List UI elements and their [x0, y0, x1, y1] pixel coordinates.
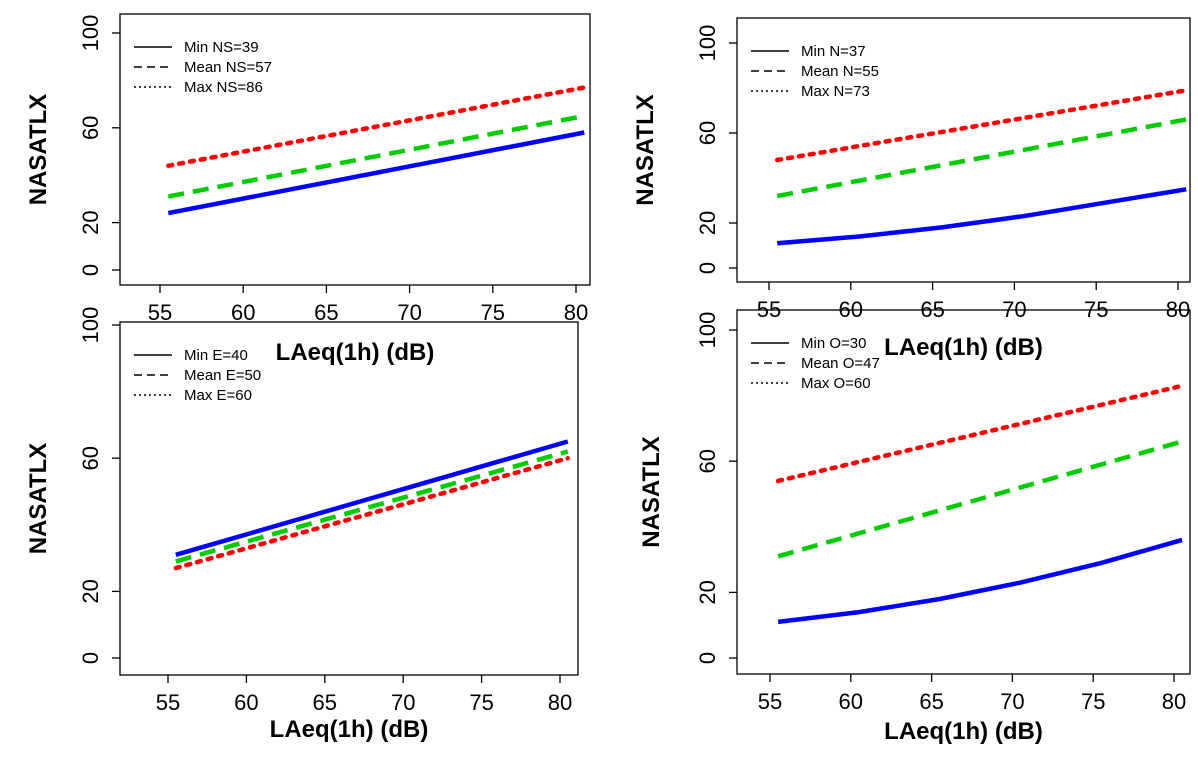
y-tick-label: 100 [695, 25, 720, 62]
y-tick-label: 60 [695, 121, 720, 145]
legend-label: Min O=30 [801, 335, 866, 352]
legend-label: Min NS=39 [184, 39, 259, 56]
y-tick-label: 0 [695, 262, 720, 274]
series-line-dotted [774, 88, 1189, 163]
chart-panel-4: 55 60 65 70 75 80 0 20 60 100 LAeq(1h) (dB) NASATLX… [638, 309, 1191, 745]
y-axis-title: NASATLX [632, 94, 659, 206]
series-line-solid [167, 130, 585, 216]
legend-label: Max E=60 [184, 387, 252, 404]
legend-label: Max NS=86 [184, 79, 263, 96]
x-axis-title: LAeq(1h) (dB) [270, 716, 429, 743]
plot-frame [119, 13, 591, 286]
x-tick-label: 65 [313, 690, 337, 715]
y-tick-label: 20 [78, 210, 103, 234]
legend-label: Mean NS=57 [184, 59, 272, 76]
y-axis-title: NASATLX [25, 443, 52, 555]
x-tick-label: 55 [148, 300, 172, 325]
y-tick-label: 60 [78, 446, 103, 470]
x-tick-label: 65 [919, 689, 943, 714]
series-line-dashed [777, 439, 1183, 559]
x-tick-label: 60 [839, 689, 863, 714]
x-tick-label: 80 [548, 690, 572, 715]
y-axis-title: NASATLX [638, 436, 665, 548]
x-tick-label: 80 [1162, 689, 1186, 714]
x-axis-title: LAeq(1h) (dB) [884, 334, 1043, 361]
legend-label: Mean O=47 [801, 355, 880, 372]
x-tick-label: 65 [314, 300, 338, 325]
legend-label: Max O=60 [801, 375, 871, 392]
series-line-solid [777, 187, 1187, 246]
x-tick-label: 75 [469, 690, 493, 715]
y-tick-label: 20 [695, 211, 720, 235]
y-tick-label: 0 [78, 652, 103, 664]
legend-label: Mean N=55 [801, 63, 879, 80]
series-line-solid [175, 439, 569, 557]
x-tick-label: 70 [391, 690, 415, 715]
series-line-dashed [167, 113, 585, 199]
x-tick-label: 55 [156, 690, 180, 715]
x-axis-title: LAeq(1h) (dB) [884, 718, 1043, 745]
plot-frame [736, 17, 1191, 283]
plot-frame [736, 309, 1191, 675]
y-axis-title: NASATLX [25, 94, 52, 206]
x-tick-label: 60 [234, 690, 258, 715]
series-line-dotted [775, 383, 1185, 484]
y-tick-label: 100 [78, 307, 103, 344]
chart-panel-3: 55 60 65 70 75 80 0 20 60 100 LAeq(1h) (dB) NASATLX… [25, 307, 579, 743]
y-tick-label: 100 [695, 312, 720, 349]
y-tick-label: 60 [695, 449, 720, 473]
series-line-dashed [776, 117, 1187, 199]
legend-label: Mean E=50 [184, 367, 261, 384]
y-tick-label: 20 [695, 580, 720, 604]
x-tick-label: 60 [231, 300, 255, 325]
plot-frame [119, 321, 579, 676]
x-tick-label: 75 [481, 300, 505, 325]
series-line-dashed [175, 449, 569, 564]
x-tick-label: 75 [1081, 689, 1105, 714]
x-tick-label: 70 [1000, 689, 1024, 714]
y-tick-label: 0 [78, 264, 103, 276]
series-line-solid [777, 537, 1183, 625]
x-axis-title: LAeq(1h) (dB) [276, 339, 435, 366]
x-tick-label: 80 [564, 300, 588, 325]
x-tick-label: 70 [397, 300, 421, 325]
y-tick-label: 0 [695, 652, 720, 664]
legend-label: Min E=40 [184, 347, 248, 364]
y-tick-label: 100 [78, 15, 103, 52]
series-line-dotted [173, 455, 571, 571]
y-tick-label: 20 [78, 579, 103, 603]
legend-label: Max N=73 [801, 83, 870, 100]
legend-label: Min N=37 [801, 43, 866, 60]
chart-panel-1: 55 60 65 70 75 80 0 20 60 100 LAeq(1h) (dB) NASATLX… [25, 13, 591, 366]
y-tick-label: 60 [78, 116, 103, 140]
x-tick-label: 55 [758, 689, 782, 714]
series-line-dotted [166, 85, 587, 168]
